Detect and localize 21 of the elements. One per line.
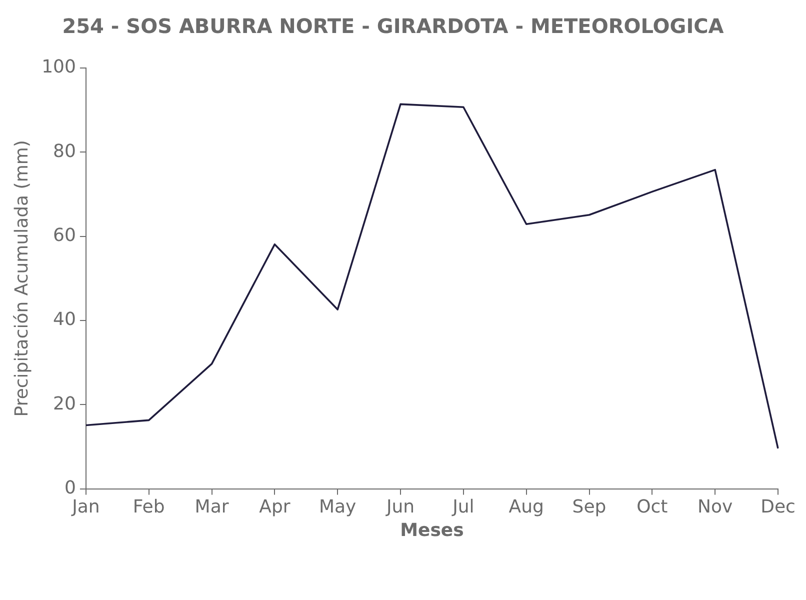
y-tick-label: 80: [53, 140, 76, 162]
x-tick-label: Jan: [71, 496, 100, 518]
y-tick-label: 60: [53, 224, 76, 246]
x-tick-label: Apr: [259, 496, 291, 518]
x-tick-label: Dec: [760, 496, 796, 518]
x-tick-label: May: [319, 496, 357, 518]
y-axis-title: Precipitación Acumulada (mm): [11, 140, 32, 417]
chart-title: 254 - SOS ABURRA NORTE - GIRARDOTA - METEOROLOGICA: [62, 14, 724, 38]
x-tick-label: Oct: [636, 496, 668, 518]
x-tick-label: Mar: [194, 496, 230, 518]
x-tick-label: Aug: [508, 496, 544, 518]
y-tick-label: 40: [53, 309, 76, 330]
x-tick-label: Jun: [385, 496, 415, 518]
x-tick-label: Nov: [698, 496, 733, 518]
x-tick-label: Feb: [132, 496, 165, 518]
x-tick-label: Jul: [452, 496, 474, 518]
x-axis-title: Meses: [400, 520, 464, 541]
y-tick-label: 20: [53, 393, 76, 414]
y-tick-label: 100: [42, 56, 76, 78]
x-tick-label: Sep: [572, 496, 606, 518]
y-tick-label: 0: [64, 477, 76, 498]
